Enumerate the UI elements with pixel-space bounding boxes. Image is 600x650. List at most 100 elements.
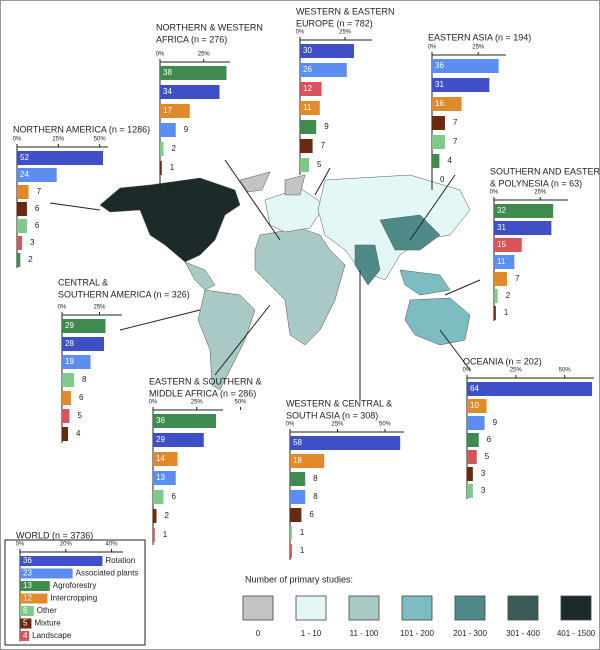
bar	[290, 454, 325, 468]
value-label: 11	[497, 257, 506, 266]
x-tick-label: 50%	[379, 422, 392, 428]
value-label: 8	[313, 492, 318, 501]
x-tick-label: 25%	[331, 422, 344, 428]
bar	[17, 236, 22, 250]
value-label: 1	[170, 163, 175, 172]
value-label: 7	[453, 118, 458, 127]
value-label: 3	[30, 238, 35, 247]
bar	[432, 116, 445, 130]
bar	[467, 467, 473, 481]
map-legend-title: Number of primary studies:	[245, 574, 353, 584]
bar	[62, 373, 74, 387]
bar	[160, 104, 190, 118]
legend-swatch	[507, 595, 539, 621]
chart-title: WORLD (n = 3736)	[16, 530, 93, 540]
value-label: 10	[470, 401, 479, 410]
value-label: 9	[184, 125, 189, 134]
world-box	[4, 539, 146, 646]
value-label: 7	[37, 187, 42, 196]
chart-title: SOUTH ASIA (n = 308)	[286, 410, 378, 420]
value-label: 9	[493, 418, 498, 427]
x-tick-label: 0%	[149, 400, 158, 406]
value-label: 6	[23, 606, 28, 615]
bar	[290, 526, 292, 540]
legend-label: 301 - 400	[506, 629, 540, 638]
legend-label: 201 - 300	[453, 629, 487, 638]
bar	[467, 416, 485, 430]
legend-label: 0	[256, 629, 261, 638]
x-tick-label: 0%	[286, 422, 295, 428]
x-tick-label: 0%	[490, 190, 499, 196]
bar	[467, 433, 479, 447]
chart-title: EASTERN & SOUTHERN &	[149, 376, 262, 386]
category-label: Rotation	[105, 556, 135, 565]
bar	[153, 490, 164, 504]
value-label: 36	[156, 416, 165, 425]
value-label: 6	[309, 510, 314, 519]
bar	[300, 82, 322, 96]
bar	[17, 168, 57, 182]
legend-swatch	[560, 595, 592, 621]
bar	[432, 97, 462, 111]
value-label: 31	[435, 80, 444, 89]
bar	[494, 272, 507, 286]
x-tick-label: 20%	[60, 542, 73, 548]
bar	[494, 289, 498, 303]
x-tick-label: 0%	[156, 52, 165, 58]
chart-title: OCEANIA (n = 202)	[463, 356, 542, 366]
bar	[153, 528, 155, 542]
value-label: 30	[303, 46, 312, 55]
legend-swatch	[242, 595, 274, 621]
bar	[432, 154, 440, 168]
x-tick-label: 25%	[510, 368, 523, 374]
bar	[290, 490, 306, 504]
value-label: 6	[79, 393, 84, 402]
value-label: 7	[321, 141, 326, 150]
x-tick-label: 50%	[559, 368, 572, 374]
bar	[494, 204, 554, 218]
bar	[17, 185, 29, 199]
value-label: 64	[470, 384, 479, 393]
bar	[290, 544, 292, 558]
bar	[467, 450, 477, 464]
value-label: 32	[497, 206, 506, 215]
bar	[494, 238, 522, 252]
bar	[494, 255, 515, 269]
value-label: 24	[20, 170, 29, 179]
x-tick-label: 0%	[428, 45, 437, 51]
bar	[467, 399, 487, 413]
x-tick-label: 50%	[234, 400, 247, 406]
value-label: 5	[485, 452, 490, 461]
x-tick-label: 25%	[472, 45, 485, 51]
x-tick-label: 0%	[13, 137, 22, 143]
bar	[160, 85, 220, 99]
bar	[300, 120, 317, 134]
value-label: 6	[487, 435, 492, 444]
chart-title: & POLYNESIA (n = 63)	[490, 178, 582, 188]
bar	[432, 78, 490, 92]
value-label: 1	[163, 530, 168, 539]
bar	[160, 123, 176, 137]
bar	[20, 568, 73, 579]
value-label: 13	[23, 581, 32, 590]
value-label: 5	[23, 619, 28, 628]
legend-label: 11 - 100	[350, 629, 379, 638]
value-label: 5	[317, 160, 322, 169]
value-label: 6	[172, 492, 177, 501]
value-label: 29	[156, 435, 165, 444]
bar	[17, 253, 21, 267]
value-label: 7	[453, 137, 458, 146]
x-tick-label: 25%	[534, 190, 547, 196]
chart-title: EUROPE (n = 782)	[296, 18, 373, 28]
x-tick-label: 25%	[191, 400, 204, 406]
chart-title: MIDDLE AFRICA (n = 286)	[149, 388, 256, 398]
bar	[17, 151, 104, 165]
bar	[160, 66, 227, 80]
x-tick-label: 50%	[94, 137, 107, 143]
bar	[432, 135, 445, 149]
value-label: 12	[23, 594, 32, 603]
value-label: 29	[65, 321, 74, 330]
value-label: 7	[515, 274, 520, 283]
bar	[153, 452, 178, 466]
bar	[153, 509, 157, 523]
